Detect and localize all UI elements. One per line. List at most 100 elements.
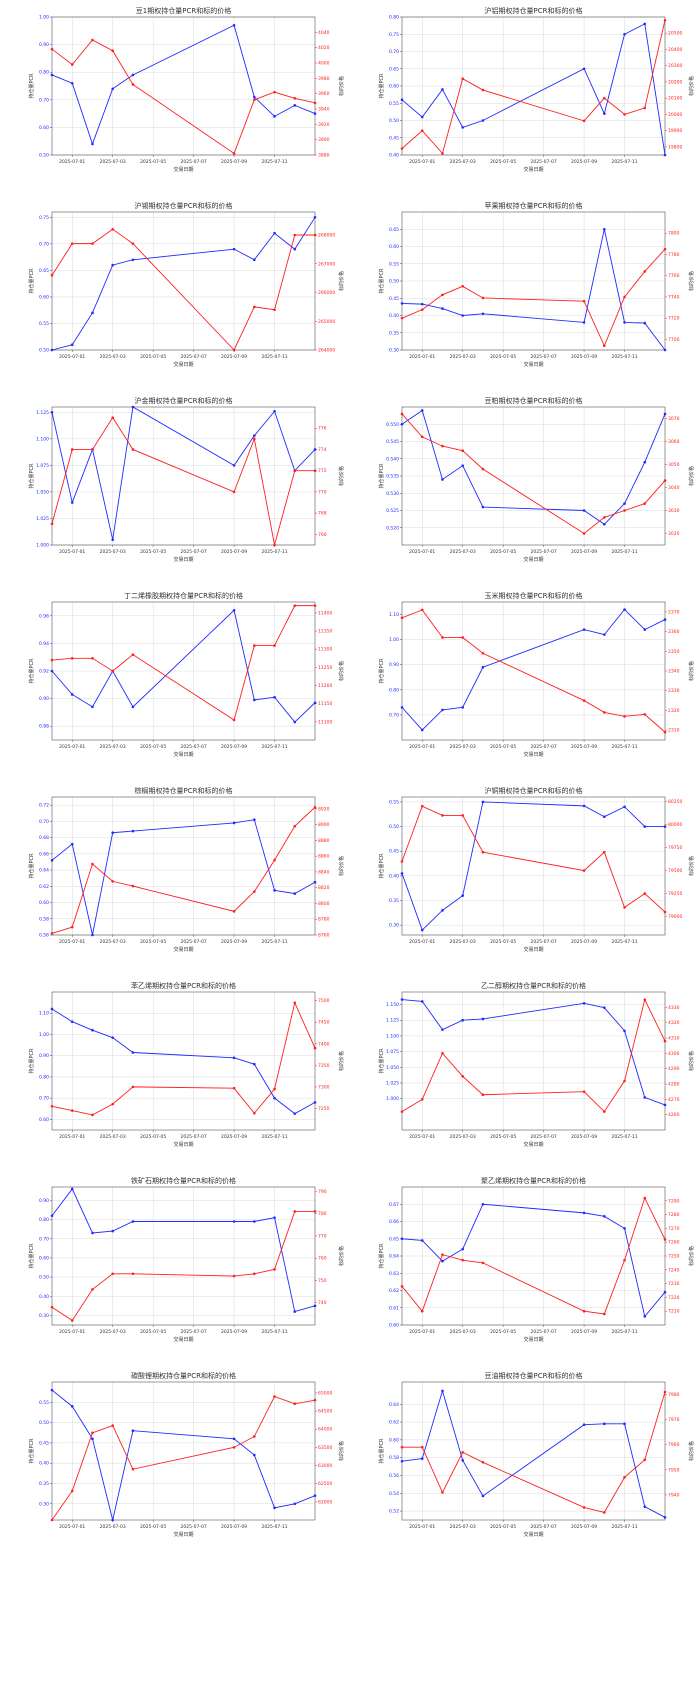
data-point xyxy=(273,115,276,118)
chart-6: 豆粕期权持仓量PCR和标的价格 0.520 0.525 0.530 0.535 0.540… xyxy=(378,396,695,563)
x-tick-label: 2025-07-01 xyxy=(59,354,85,360)
data-point xyxy=(400,302,404,305)
data-point xyxy=(313,233,317,237)
y-tick-label: 0.67 xyxy=(389,1202,399,1208)
data-point xyxy=(111,87,114,91)
series-line xyxy=(51,228,315,351)
data-point xyxy=(313,701,317,705)
grid xyxy=(402,797,665,935)
y-tick-label: 0.45 xyxy=(389,296,399,302)
data-point xyxy=(643,1315,647,1318)
data-point xyxy=(623,32,626,36)
x-tick-label: 2025-07-01 xyxy=(409,159,435,165)
y-tick-label: 1.00 xyxy=(389,637,399,643)
data-point xyxy=(91,656,94,660)
plot-frame xyxy=(51,1381,316,1521)
y-tick-label: 0.80 xyxy=(39,1074,49,1080)
data-point xyxy=(313,1210,317,1213)
series-pcr xyxy=(50,1187,317,1313)
y2-tick-label: 80000 xyxy=(668,822,682,828)
data-point xyxy=(50,73,54,77)
y2-tick-label: 8820 xyxy=(318,885,330,891)
y2-axis-label: 标的价格 xyxy=(338,1051,345,1071)
data-point xyxy=(253,818,256,822)
y-tick-label: 0.88 xyxy=(39,724,49,730)
data-point xyxy=(232,23,236,27)
y2-tick-label: 780 xyxy=(318,1211,327,1217)
data-point xyxy=(400,316,404,320)
data-point xyxy=(91,705,94,709)
data-point xyxy=(273,231,276,235)
data-point xyxy=(232,821,236,825)
y-tick-label: 0.92 xyxy=(39,669,49,675)
x-tick-label: 2025-07-11 xyxy=(611,354,637,360)
series-line xyxy=(51,24,316,146)
y-axis-label: 持仓量PCR xyxy=(378,853,385,879)
data-point xyxy=(111,1272,114,1276)
data-point xyxy=(273,695,276,699)
y-axis-label: 持仓量PCR xyxy=(378,1438,385,1464)
data-point xyxy=(420,1445,424,1449)
x-tick-label: 2025-07-05 xyxy=(490,159,516,165)
y-axis-label: 持仓量PCR xyxy=(378,73,385,99)
y2-tick-label: 19900 xyxy=(668,128,682,134)
data-point xyxy=(253,890,256,893)
x-tick-label: 2025-07-05 xyxy=(140,354,166,360)
data-point xyxy=(111,538,114,541)
y-tick-label: 0.35 xyxy=(39,1481,49,1487)
x-tick-label: 2025-07-11 xyxy=(261,354,287,360)
x-tick-label: 2025-07-07 xyxy=(181,939,207,945)
series-line xyxy=(51,1188,316,1313)
series-price xyxy=(50,1001,317,1117)
y-tick-label: 0.66 xyxy=(389,1219,399,1225)
y-tick-label: 0.30 xyxy=(39,1313,49,1319)
chart-title: 沪金期权持仓量PCR和标的价格 xyxy=(135,396,233,405)
y2-tick-label: 11200 xyxy=(318,683,332,689)
data-point xyxy=(232,1056,236,1060)
data-point xyxy=(481,800,485,804)
y2-tick-label: 19800 xyxy=(668,144,682,150)
data-point xyxy=(603,523,606,526)
data-point xyxy=(253,437,256,441)
data-point xyxy=(131,705,135,709)
chart-title: 豆油期权持仓量PCR和标的价格 xyxy=(485,1371,583,1380)
y-axis-label: 持仓量PCR xyxy=(28,1048,35,1074)
data-point xyxy=(441,1491,444,1494)
y-tick-label: 0.90 xyxy=(39,1053,49,1059)
y2-axis-label: 标的价格 xyxy=(338,1246,345,1266)
data-point xyxy=(70,1489,74,1493)
x-tick-label: 2025-07-05 xyxy=(140,549,166,555)
y-tick-label: 1.125 xyxy=(386,1018,399,1024)
data-point xyxy=(603,96,606,100)
data-point xyxy=(461,314,464,317)
y-tick-label: 0.50 xyxy=(389,118,399,124)
data-point xyxy=(420,409,424,412)
y-tick-label: 0.30 xyxy=(389,348,399,354)
y2-tick-label: 3980 xyxy=(318,76,330,82)
y-tick-label: 0.65 xyxy=(389,66,399,72)
x-tick-label: 2025-07-09 xyxy=(571,159,597,165)
series-pcr xyxy=(400,227,667,352)
data-point xyxy=(603,850,606,854)
series-line xyxy=(51,609,316,723)
y2-tick-label: 7260 xyxy=(668,1240,680,1246)
y2-axis-label: 标的价格 xyxy=(688,271,695,291)
y-tick-label: 0.58 xyxy=(389,1455,399,1461)
y-tick-label: 0.52 xyxy=(389,1509,399,1515)
data-point xyxy=(481,1202,485,1206)
series-line xyxy=(51,1008,316,1115)
y-axis-label: 持仓量PCR xyxy=(378,1243,385,1269)
x-tick-label: 2025-07-03 xyxy=(450,354,476,360)
data-point xyxy=(582,1211,586,1215)
data-point xyxy=(623,1476,626,1479)
x-tick-label: 2025-07-05 xyxy=(140,939,166,945)
x-tick-label: 2025-07-09 xyxy=(221,939,247,945)
data-point xyxy=(91,1437,94,1441)
y2-tick-label: 4320 xyxy=(668,1020,680,1026)
data-point xyxy=(420,804,424,808)
x-tick-label: 2025-07-01 xyxy=(409,1134,435,1140)
y-tick-label: 0.65 xyxy=(39,268,49,274)
data-point xyxy=(131,884,135,888)
chart-title: 棕榈期权持仓量PCR和标的价格 xyxy=(135,786,233,795)
chart-3: 沪锡期权持仓量PCR和标的价格 0.50 0.55 0.60 0.65 0.70 0.75 2… xyxy=(28,201,345,368)
